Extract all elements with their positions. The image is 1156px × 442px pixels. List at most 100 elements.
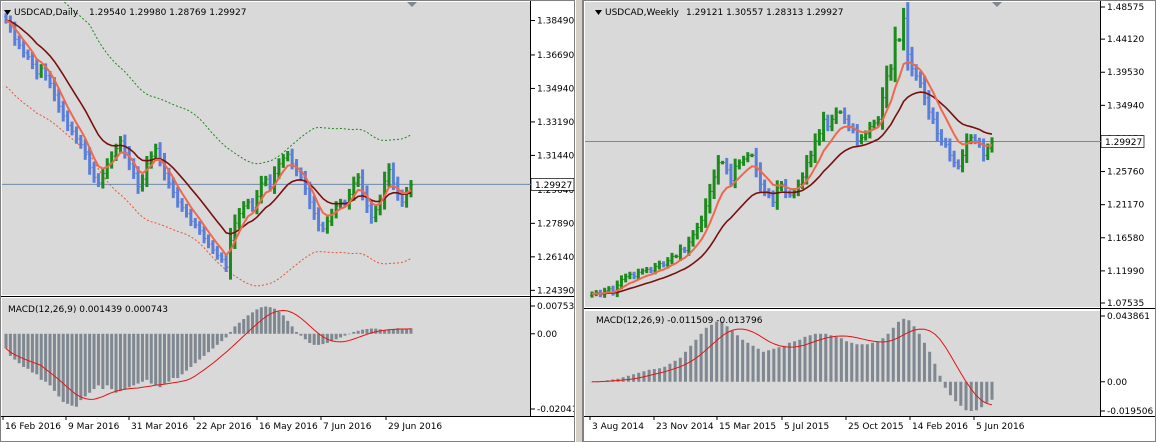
time-axis-label: 29 Jun 2016 xyxy=(388,422,442,432)
macd-histogram-bar xyxy=(969,381,973,411)
price-axis-label: 1.16580 xyxy=(1107,234,1144,244)
macd-histogram-bar xyxy=(845,341,849,382)
macd-histogram-bar xyxy=(819,333,823,382)
macd-histogram-bar xyxy=(730,330,734,382)
macd-histogram-bar xyxy=(30,333,34,373)
macd-histogram-bar xyxy=(803,336,807,382)
macd-histogram-bar xyxy=(88,333,92,393)
macd-histogram-bar xyxy=(761,351,765,382)
price-axis-label: 1.27890 xyxy=(537,219,574,229)
macd-histogram-bar xyxy=(325,333,329,343)
macd-histogram-bar xyxy=(233,326,237,334)
macd-histogram-bar xyxy=(850,342,854,382)
price-axis-label: 1.39530 xyxy=(1107,68,1144,78)
macd-histogram-bar xyxy=(699,333,703,382)
macd-histogram-bar xyxy=(896,321,900,382)
macd-histogram-bar xyxy=(746,342,750,382)
macd-histogram-bar xyxy=(251,312,255,334)
price-axis-label: 1.33190 xyxy=(537,118,574,128)
macd-histogram-bar xyxy=(378,329,382,334)
window-splitter[interactable] xyxy=(575,0,583,442)
macd-histogram-bar xyxy=(140,333,144,382)
macd-histogram-bar xyxy=(798,339,802,382)
macd-histogram-bar xyxy=(658,368,662,382)
time-axis-label: 31 Mar 2016 xyxy=(131,422,188,432)
daily-chart-window[interactable]: USDCAD,Daily 1.29540 1.29980 1.28769 1.2… xyxy=(0,0,575,442)
price-axis-label: 1.44120 xyxy=(1107,35,1144,45)
macd-histogram-bar xyxy=(938,375,942,382)
macd-histogram-bar xyxy=(808,335,812,382)
macd-histogram-bar xyxy=(123,333,127,390)
daily-chart[interactable]: USDCAD,Daily 1.29540 1.29980 1.28769 1.2… xyxy=(1,1,574,441)
macd-histogram-bar xyxy=(347,333,351,335)
slow-ma-line xyxy=(591,91,993,295)
macd-histogram-bar xyxy=(383,330,387,334)
macd-histogram-bar xyxy=(652,369,656,382)
slow-ma-line xyxy=(5,19,412,235)
price-axis-label: 1.31440 xyxy=(537,151,574,161)
fast-ma-line xyxy=(591,60,993,295)
macd-histogram-bar xyxy=(725,326,729,382)
macd-histogram-bar xyxy=(303,333,307,340)
macd-histogram-bar xyxy=(876,341,880,382)
macd-histogram-bar xyxy=(189,333,193,367)
macd-histogram-bar xyxy=(964,381,968,411)
macd-histogram-bar xyxy=(281,315,285,334)
chart-symbol-label: USDCAD,Daily xyxy=(14,8,79,18)
triangle-down-icon[interactable] xyxy=(595,10,602,15)
macd-histogram-bar xyxy=(66,333,70,404)
macd-histogram-bar xyxy=(202,333,206,356)
macd-histogram-bar xyxy=(735,335,739,382)
macd-histogram-bar xyxy=(787,342,791,382)
chart-shift-icon[interactable] xyxy=(407,2,417,7)
time-axis-label: 22 Apr 2016 xyxy=(196,422,252,432)
macd-histogram-bar xyxy=(83,333,87,397)
chart-ohlc-label: 1.29121 1.30557 1.28313 1.29927 xyxy=(686,8,843,18)
macd-histogram-bar xyxy=(308,333,312,343)
macd-histogram-bar xyxy=(855,344,859,382)
current-price-label: 1.29927 xyxy=(1105,138,1142,148)
macd-histogram-bar xyxy=(101,333,105,390)
macd-histogram-bar xyxy=(229,331,233,334)
macd-histogram-bar xyxy=(673,360,677,382)
time-axis-label: 23 Nov 2014 xyxy=(656,422,714,432)
price-axis-label: 1.48575 xyxy=(1107,3,1144,13)
macd-histogram-bar xyxy=(741,339,745,382)
macd-histogram-bar xyxy=(268,307,272,334)
macd-histogram-bar xyxy=(369,328,373,334)
macd-histogram-bar xyxy=(834,336,838,382)
macd-histogram-bar xyxy=(715,321,719,382)
macd-histogram-bar xyxy=(4,333,8,349)
macd-histogram-bar xyxy=(387,329,391,334)
chart-shift-icon[interactable] xyxy=(992,2,1002,7)
price-axis-label: 1.34940 xyxy=(1107,101,1144,111)
current-price-badge xyxy=(530,178,574,191)
macd-histogram-bar xyxy=(985,381,989,403)
macd-histogram-bar xyxy=(61,333,65,402)
macd-histogram-bar xyxy=(136,333,140,384)
macd-histogram-bar xyxy=(132,333,136,386)
triangle-down-icon[interactable] xyxy=(4,10,11,15)
chart-ohlc-label: 1.29540 1.29980 1.28769 1.29927 xyxy=(89,8,246,18)
macd-histogram-bar xyxy=(400,328,404,334)
macd-histogram-bar xyxy=(928,351,932,382)
macd-histogram-bar xyxy=(39,333,43,380)
macd-histogram-bar xyxy=(312,333,316,345)
weekly-chart-window[interactable]: USDCAD,Weekly 1.29121 1.30557 1.28313 1.… xyxy=(583,0,1156,442)
macd-histogram-bar xyxy=(35,333,39,375)
macd-histogram-bar xyxy=(57,333,61,397)
macd-histogram-bar xyxy=(824,333,828,382)
macd-histogram-bar xyxy=(207,333,210,353)
macd-histogram-bar xyxy=(621,377,625,382)
macd-histogram-bar xyxy=(694,339,698,382)
macd-histogram-bar xyxy=(668,363,672,382)
macd-histogram-bar xyxy=(8,333,12,356)
macd-histogram-bar xyxy=(295,331,299,334)
price-axis-label: 1.25760 xyxy=(1107,168,1144,178)
macd-histogram-bar xyxy=(907,320,911,382)
macd-histogram-bar xyxy=(865,344,869,382)
time-axis-label: 9 Mar 2016 xyxy=(68,422,120,432)
weekly-chart[interactable]: USDCAD,Weekly 1.29121 1.30557 1.28313 1.… xyxy=(584,1,1155,441)
macd-histogram-bar xyxy=(902,318,906,382)
time-axis-label: 25 Oct 2015 xyxy=(848,422,904,432)
